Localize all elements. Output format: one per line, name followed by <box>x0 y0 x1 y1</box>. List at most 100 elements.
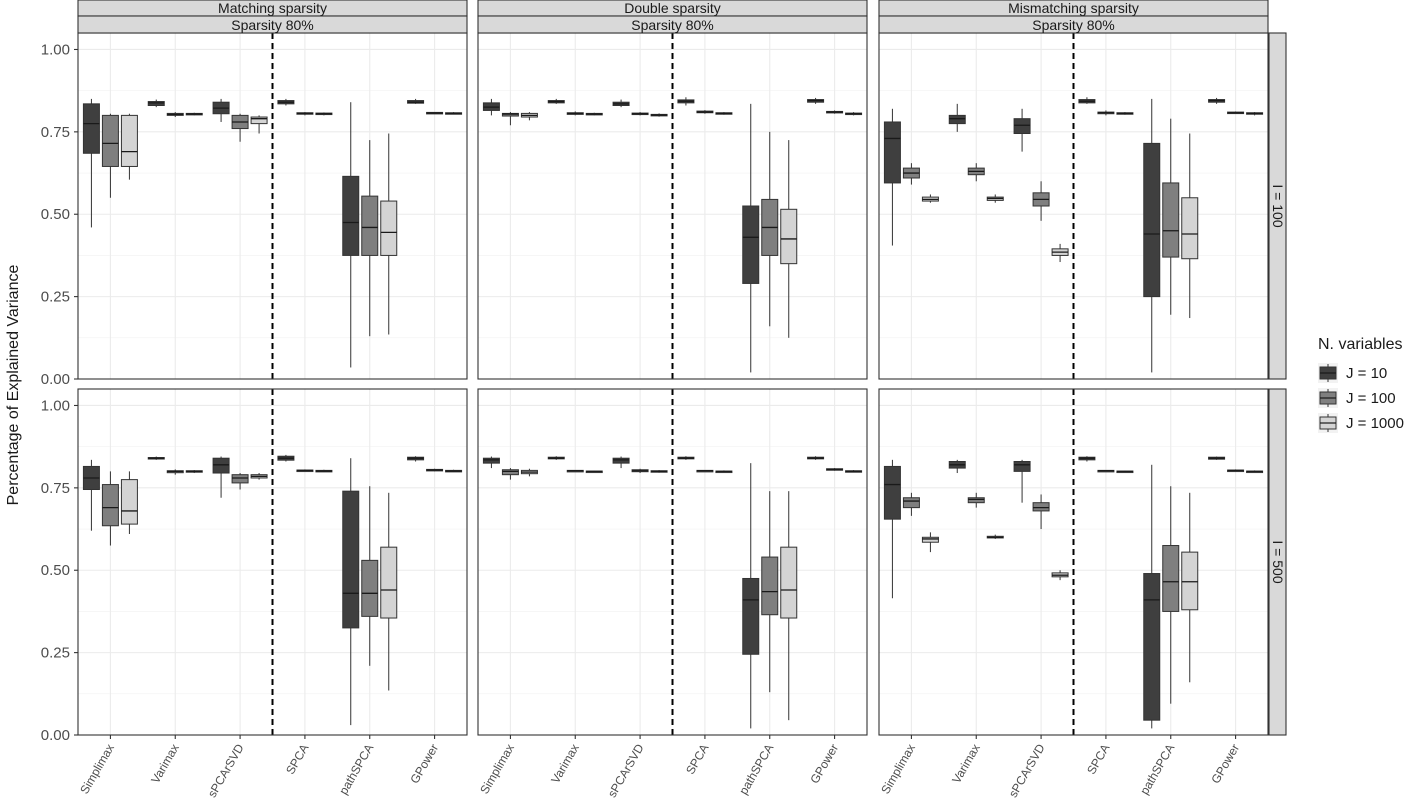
box-gpower-j=100 <box>426 111 444 115</box>
box-varimax-j=1000 <box>185 112 203 116</box>
box-spcarsvd-j=100 <box>631 468 649 474</box>
box-body <box>82 103 100 154</box>
box-gpower-j=100 <box>1227 469 1245 473</box>
box-simplimax-j=1000 <box>120 471 138 534</box>
legend-key <box>1318 388 1338 408</box>
box-body <box>780 208 798 265</box>
box-spca-j=1000 <box>315 469 333 473</box>
box-varimax-j=1000 <box>986 194 1004 203</box>
facet-row-label: I = 500 <box>1270 540 1286 583</box>
facet-strip-bottom <box>878 15 1269 34</box>
box-gpower-j=1000 <box>845 112 863 116</box>
box-simplimax-j=1000 <box>520 468 538 477</box>
facet-strip-label: Mismatching sparsity <box>1008 0 1139 16</box>
box-pathspca-j=10 <box>1143 98 1161 373</box>
box-body <box>967 497 985 504</box>
facet-panel <box>77 32 468 380</box>
x-tick-label: sPCArSVD <box>1006 741 1048 800</box>
box-body <box>501 112 519 117</box>
box-pathspca-j=1000 <box>1181 492 1199 683</box>
box-simplimax-j=100 <box>501 468 519 480</box>
box-simplimax-j=100 <box>101 471 119 546</box>
y-tick-label: 0.00 <box>41 727 70 744</box>
box-body <box>101 114 119 167</box>
x-tick-label: Varimax <box>949 742 983 786</box>
x-tick-label: GPower <box>407 742 441 787</box>
box-body <box>361 195 379 256</box>
box-varimax-j=100 <box>166 469 184 475</box>
legend-label: J = 100 <box>1346 390 1396 407</box>
box-gpower-j=10 <box>807 97 825 104</box>
box-pathspca-j=10 <box>1143 464 1161 729</box>
box-body <box>1162 182 1180 258</box>
x-tick-label: SPCA <box>283 742 311 777</box>
box-spca-j=10 <box>1078 97 1096 104</box>
y-tick-label: 0.25 <box>41 289 70 306</box>
box-spcarsvd-j=10 <box>612 99 630 108</box>
x-tick-label: Simplimax <box>878 742 918 797</box>
box-simplimax-j=1000 <box>120 113 138 180</box>
facet-row-strip <box>1268 32 1287 380</box>
panel-border <box>477 388 868 736</box>
box-spca-j=100 <box>1097 469 1115 473</box>
box-simplimax-j=10 <box>482 456 500 469</box>
box-varimax-j=10 <box>147 99 165 108</box>
box-body <box>250 116 268 125</box>
box-body <box>780 546 798 619</box>
box-pathspca-j=1000 <box>1181 133 1199 319</box>
facet-strip-label: Double sparsity <box>624 0 721 16</box>
box-varimax-j=100 <box>566 111 584 116</box>
box-spcarsvd-j=10 <box>1013 108 1031 152</box>
box-body <box>120 114 138 167</box>
box-spca-j=10 <box>677 456 695 460</box>
box-pathspca-j=100 <box>1162 118 1180 315</box>
box-varimax-j=10 <box>948 459 966 474</box>
box-body <box>342 175 360 256</box>
facet-row-strip <box>1268 388 1287 736</box>
box-spcarsvd-j=100 <box>231 473 249 490</box>
box-body <box>883 465 901 520</box>
box-spcarsvd-j=10 <box>212 98 230 122</box>
box-varimax-j=100 <box>967 163 985 182</box>
box-spcarsvd-j=1000 <box>250 473 268 480</box>
box-body <box>361 559 379 617</box>
panel-border <box>878 388 1269 736</box>
x-tick-label: sPCArSVD <box>205 741 247 800</box>
box-spcarsvd-j=1000 <box>1051 570 1069 581</box>
box-varimax-j=10 <box>147 456 165 460</box>
box-gpower-j=10 <box>407 456 425 462</box>
box-body <box>1143 142 1161 298</box>
box-pathspca-j=100 <box>361 486 379 666</box>
box-spcarsvd-j=10 <box>612 456 630 469</box>
box-spca-j=1000 <box>715 470 733 474</box>
box-body <box>101 484 119 527</box>
y-axis-title: Percentage of Explained Variance <box>5 265 22 506</box>
legend-label: J = 10 <box>1346 365 1387 382</box>
box-spca-j=100 <box>696 110 714 114</box>
box-gpower-j=100 <box>826 110 844 114</box>
box-spca-j=10 <box>277 98 295 106</box>
box-spcarsvd-j=100 <box>1032 181 1050 221</box>
x-tick-label: sPCArSVD <box>605 741 647 800</box>
box-simplimax-j=100 <box>501 112 519 126</box>
y-tick-label: 1.00 <box>41 41 70 58</box>
box-spcarsvd-j=1000 <box>1051 243 1069 263</box>
box-simplimax-j=10 <box>82 459 100 531</box>
box-spca-j=1000 <box>315 112 333 116</box>
box-gpower-j=1000 <box>445 112 463 115</box>
box-varimax-j=100 <box>566 469 584 473</box>
box-simplimax-j=1000 <box>921 194 939 203</box>
box-gpower-j=10 <box>807 456 825 460</box>
box-spca-j=1000 <box>715 112 733 115</box>
box-spcarsvd-j=100 <box>1032 494 1050 530</box>
box-simplimax-j=100 <box>902 163 920 185</box>
facet-panel <box>878 32 1269 380</box>
box-body <box>147 101 165 106</box>
facet-panel <box>77 388 468 736</box>
x-tick-label: SPCA <box>683 742 711 777</box>
panel-border <box>77 388 468 736</box>
y-tick-label: 1.00 <box>41 397 70 414</box>
box-body <box>231 474 249 484</box>
box-pathspca-j=10 <box>742 103 760 373</box>
